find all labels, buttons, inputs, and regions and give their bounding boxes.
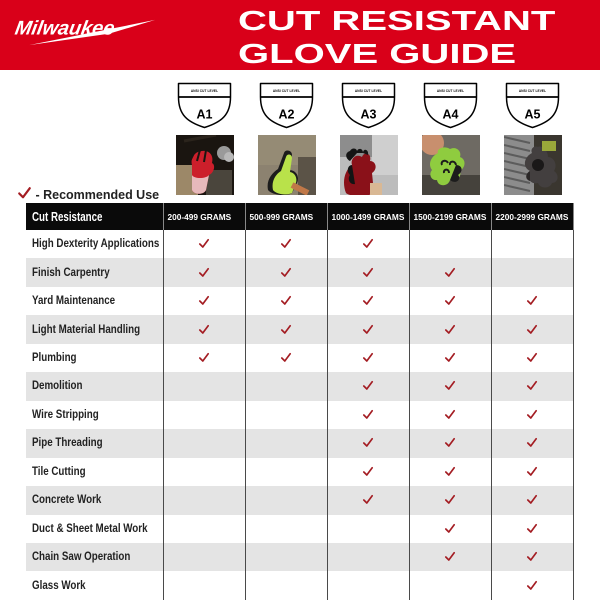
svg-text:A1: A1 xyxy=(197,108,213,122)
svg-text:ANSI CUT LEVEL: ANSI CUT LEVEL xyxy=(355,89,382,93)
svg-text:A5: A5 xyxy=(525,108,541,122)
svg-text:ANSI CUT LEVEL: ANSI CUT LEVEL xyxy=(437,89,464,93)
svg-text:ANSI CUT LEVEL: ANSI CUT LEVEL xyxy=(273,89,300,93)
svg-text:Milwaukee: Milwaukee xyxy=(14,18,116,40)
svg-text:A3: A3 xyxy=(361,108,377,122)
svg-text:ANSI CUT LEVEL: ANSI CUT LEVEL xyxy=(519,89,546,93)
svg-text:A2: A2 xyxy=(279,108,295,122)
svg-text:A4: A4 xyxy=(443,108,459,122)
svg-text:ANSI CUT LEVEL: ANSI CUT LEVEL xyxy=(191,89,218,93)
